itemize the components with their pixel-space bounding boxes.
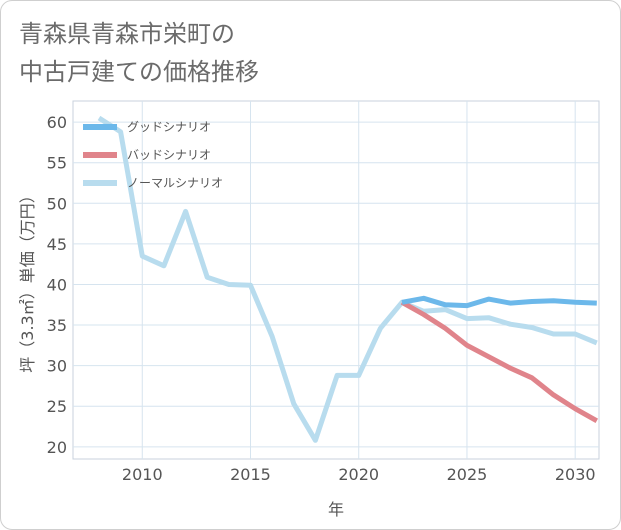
y-tick-label: 60	[47, 113, 67, 132]
x-tick-label: 2025	[447, 465, 488, 484]
x-tick-label: 2030	[555, 465, 596, 484]
y-axis-label: 坪（3.3㎡）単価（万円）	[18, 187, 37, 372]
y-tick-label: 50	[47, 194, 67, 213]
chart-title: 青森県青森市栄町の 中古戸建ての価格推移	[19, 15, 609, 91]
legend-label-2: ノーマルシナリオ	[127, 176, 223, 190]
y-tick-label: 25	[47, 397, 67, 416]
series-line-0	[401, 295, 597, 309]
x-tick-label: 2020	[338, 465, 379, 484]
x-axis-label: 年	[328, 500, 344, 519]
chart-title-line1: 青森県青森市栄町の	[19, 20, 235, 48]
y-tick-label: 45	[47, 235, 67, 254]
legend-label-0: グッドシナリオ	[127, 120, 211, 134]
x-tick-label: 2015	[230, 465, 271, 484]
chart-title-line2: 中古戸建ての価格推移	[19, 58, 259, 86]
y-tick-label: 30	[47, 357, 67, 376]
y-tick-label: 40	[47, 275, 67, 294]
y-tick-label: 20	[47, 438, 67, 457]
legend-label-1: バッドシナリオ	[127, 148, 211, 162]
plot-area	[72, 100, 600, 460]
x-tick-label: 2010	[122, 465, 163, 484]
series-line-2	[97, 115, 598, 443]
y-tick-label: 35	[47, 316, 67, 335]
series-line-1	[400, 300, 599, 423]
y-tick-label: 55	[47, 154, 67, 173]
